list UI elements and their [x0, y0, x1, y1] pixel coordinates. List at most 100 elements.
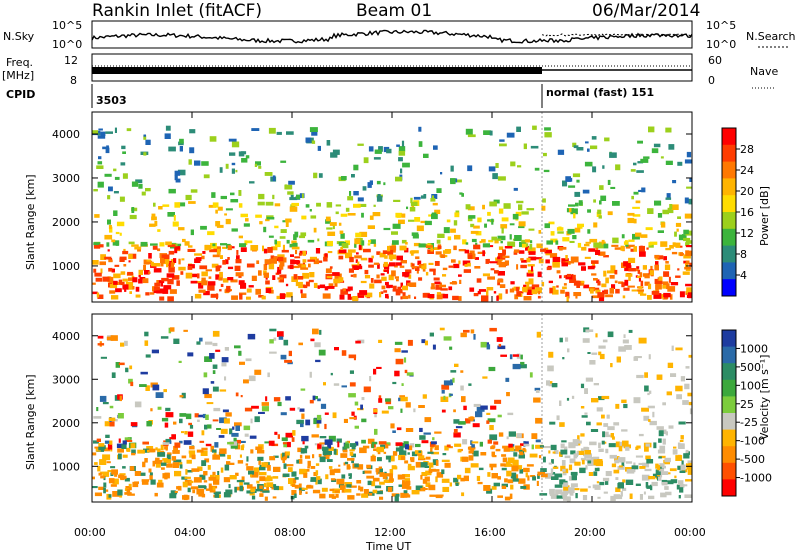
velocity-cell	[598, 345, 606, 349]
power-cell	[107, 195, 111, 200]
velocity-cell	[290, 495, 295, 500]
velocity-cell	[596, 481, 600, 484]
power-cell	[349, 191, 352, 196]
velocity-cell	[645, 455, 651, 460]
velocity-cell	[100, 356, 107, 359]
velocity-cell	[388, 406, 394, 410]
power-cell	[567, 228, 575, 234]
velocity-cell	[349, 449, 355, 452]
velocity-cell	[571, 475, 577, 481]
power-cell	[354, 255, 362, 259]
power-cell	[413, 242, 421, 247]
velocity-cell	[652, 473, 657, 478]
velocity-cell	[334, 347, 339, 351]
velocity-cell	[130, 381, 134, 387]
power-cell	[289, 197, 298, 201]
velocity-cell	[595, 333, 598, 338]
power-cell	[177, 243, 182, 247]
power-cell	[647, 295, 652, 300]
velocity-cell	[303, 448, 308, 454]
velocity-cell	[341, 385, 347, 388]
power-cell	[528, 251, 536, 255]
power-cell	[178, 266, 186, 271]
power-cell	[370, 278, 374, 283]
power-cell	[170, 262, 174, 268]
velocity-cell	[667, 472, 671, 475]
power-cell	[657, 230, 664, 233]
power-cell	[241, 158, 248, 163]
power-cell	[398, 146, 406, 152]
velocity-cell	[307, 484, 312, 488]
velocity-cell	[441, 478, 450, 483]
velocity-cell	[659, 463, 665, 467]
power-cell	[637, 289, 644, 292]
power-cell	[491, 236, 497, 241]
power-cell	[536, 243, 543, 249]
velocity-cell	[678, 480, 684, 485]
power-cell	[119, 232, 122, 236]
power-cell	[675, 242, 681, 248]
power-cell	[501, 227, 504, 234]
velocity-cell	[224, 376, 227, 381]
power-cell	[471, 238, 477, 243]
velocity-cell	[652, 411, 655, 418]
velocity-cell	[271, 443, 279, 447]
power-cell	[159, 296, 165, 301]
velocity-cell	[370, 455, 376, 462]
velocity-cell	[687, 392, 692, 397]
velocity-cell	[102, 471, 110, 477]
velocity-cell	[160, 462, 167, 466]
velocity-cell	[407, 452, 410, 455]
velocity-cell	[362, 445, 370, 449]
velocity-cell	[401, 483, 410, 489]
power-cell	[357, 197, 364, 202]
power-cell	[435, 284, 442, 290]
velocity-cell	[361, 418, 367, 423]
velocity-cell	[172, 450, 180, 454]
power-cell	[194, 253, 202, 256]
velocity-cell	[659, 445, 666, 452]
power-cell	[546, 266, 551, 271]
power-cell	[198, 282, 204, 289]
velocity-cell	[623, 334, 626, 338]
power-cell	[633, 191, 639, 195]
velocity-cell	[200, 450, 208, 456]
power-cell	[364, 275, 371, 279]
power-cell	[433, 271, 436, 276]
power-cell	[428, 262, 434, 265]
velocity-cell	[561, 440, 567, 443]
power-cell	[561, 258, 569, 264]
velocity-cell	[566, 397, 570, 401]
power-cell	[393, 248, 396, 253]
velocity-cell	[208, 476, 217, 481]
power-cell	[121, 145, 126, 150]
power-cell	[111, 295, 119, 300]
velocity-cell	[441, 459, 450, 462]
velocity-cell	[245, 463, 249, 466]
power-cell	[516, 264, 519, 270]
velocity-cell	[320, 403, 327, 409]
power-cell	[203, 174, 210, 179]
power-cell	[285, 283, 289, 287]
power-cell	[492, 173, 498, 180]
power-cell	[514, 235, 522, 241]
power-cell	[653, 293, 662, 299]
power-cell	[178, 258, 181, 265]
x-axis: 00:00 04:00 08:00 12:00 16:00 20:00 00:00	[74, 112, 706, 539]
velocity-cell	[196, 341, 201, 345]
velocity-cell	[319, 456, 326, 463]
velocity-cell	[645, 443, 650, 448]
velocity-cell	[103, 488, 106, 494]
power-cell	[488, 166, 496, 172]
velocity-cell	[225, 412, 232, 417]
velocity-cell	[587, 352, 591, 354]
velocity-cell	[633, 356, 638, 361]
power-cell	[610, 265, 616, 272]
power-cell	[141, 191, 146, 196]
velocity-cell	[491, 473, 498, 479]
x-tick-label: 00:00	[674, 526, 706, 539]
velocity-cell	[261, 406, 269, 412]
nave-tick-top: 60	[708, 54, 722, 67]
velocity-cell	[341, 350, 347, 356]
power-cell	[597, 292, 605, 298]
